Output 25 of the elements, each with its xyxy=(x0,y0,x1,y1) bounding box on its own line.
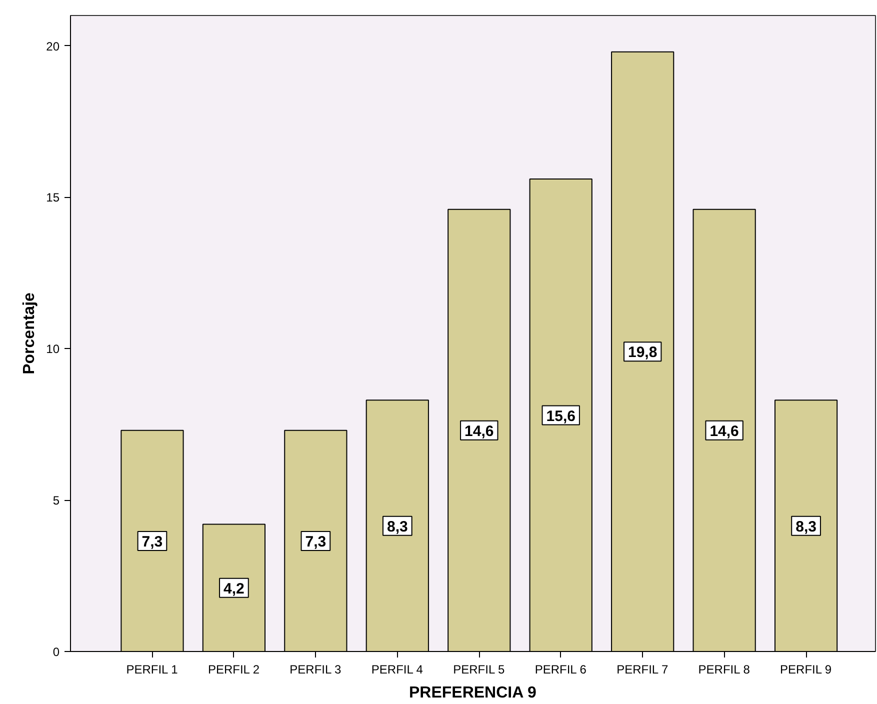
y-tick-label: 15 xyxy=(46,190,60,205)
x-tick-label: PERFIL 2 xyxy=(208,662,260,676)
y-tick-label: 10 xyxy=(46,342,60,356)
x-tick-label: PERFIL 8 xyxy=(698,662,750,676)
y-tick-label: 5 xyxy=(52,494,60,508)
data-label: 15,6 xyxy=(546,408,576,425)
y-tick-label: 0 xyxy=(52,645,60,659)
data-label: 4,2 xyxy=(224,580,244,598)
x-tick-label: PERFIL 1 xyxy=(126,662,178,676)
y-tick-label: 20 xyxy=(46,39,60,54)
x-tick-label: PERFIL 4 xyxy=(371,662,424,676)
data-label: 14,6 xyxy=(710,422,739,440)
x-tick-label: PERFIL 5 xyxy=(453,662,506,676)
x-tick-label: PERFIL 6 xyxy=(534,662,587,676)
data-label: 8,3 xyxy=(796,518,816,536)
data-label: 14,6 xyxy=(464,422,494,440)
data-label: 8,3 xyxy=(386,518,408,536)
x-tick-label: PERFIL 9 xyxy=(780,662,832,676)
x-tick-label: PERFIL 7 xyxy=(616,662,668,676)
y-axis-title: Porcentaje xyxy=(21,292,38,374)
data-label: 7,3 xyxy=(305,533,326,550)
data-label: 19,8 xyxy=(628,344,658,362)
data-label: 7,3 xyxy=(142,533,163,550)
x-axis-title: PREFERENCIA 9 xyxy=(408,684,537,702)
x-tick-label: PERFIL 3 xyxy=(290,662,342,676)
